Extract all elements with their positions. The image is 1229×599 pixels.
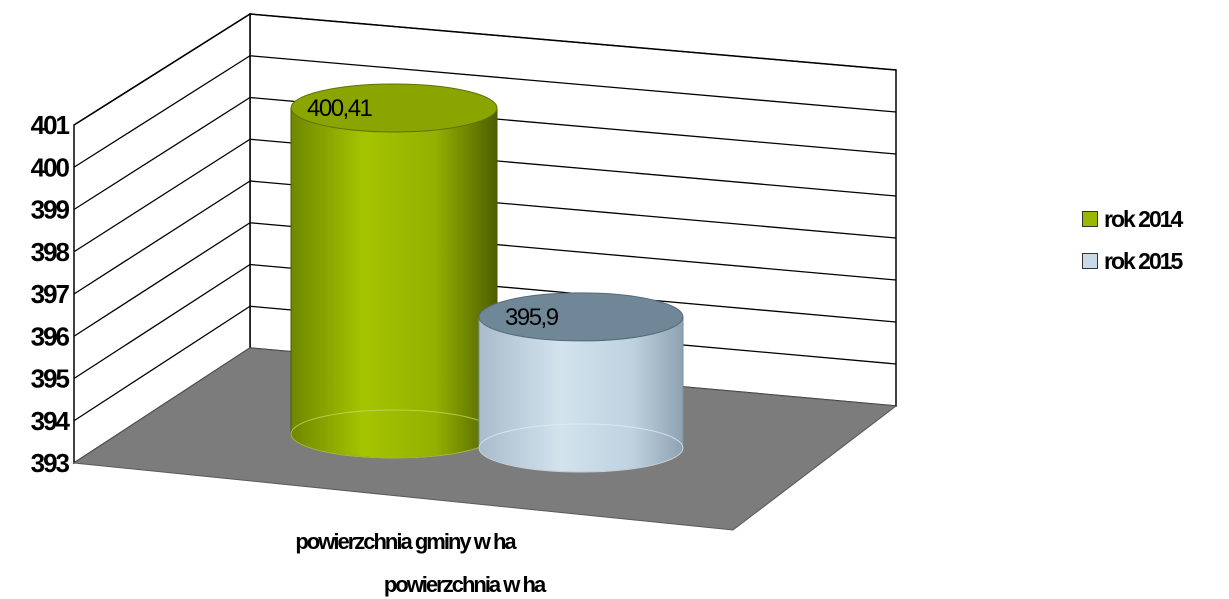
gridline <box>73 180 897 295</box>
cylinder-top <box>290 83 498 133</box>
cylinder-body <box>290 107 498 459</box>
gridline <box>73 96 897 211</box>
cylinder-base <box>478 423 684 473</box>
legend-label: rok 2015 <box>1104 247 1183 274</box>
legend: rok 2014 rok 2015 <box>1082 206 1227 290</box>
y-tick-label: 401 <box>31 110 70 140</box>
y-tick-label: 394 <box>31 406 71 436</box>
gridline <box>73 263 897 380</box>
gridline <box>73 138 897 253</box>
legend-swatch-2014 <box>1082 211 1098 227</box>
legend-swatch-2015 <box>1082 253 1098 269</box>
legend-label: rok 2014 <box>1104 205 1183 232</box>
legend-item-2015: rok 2015 <box>1082 248 1227 274</box>
y-tick-label: 393 <box>31 448 70 478</box>
y-tick-label: 395 <box>31 364 70 394</box>
bar-rok-2014: 400,41 <box>290 83 498 459</box>
cylinder-top <box>478 292 684 342</box>
y-axis-ticks: 393 394 395 396 397 398 399 400 401 <box>31 110 73 478</box>
x-axis-title: powierzchnia w ha <box>384 572 547 597</box>
y-tick-label: 396 <box>31 321 70 351</box>
gridline <box>73 222 897 337</box>
gridline <box>73 13 897 126</box>
legend-item-2014: rok 2014 <box>1082 206 1227 232</box>
y-tick-label: 397 <box>31 279 70 309</box>
y-tick-label: 400 <box>31 152 70 182</box>
data-label: 395,9 <box>505 304 559 331</box>
bars: 400,41 395,9 <box>290 83 684 473</box>
gridline <box>73 55 897 168</box>
bar-rok-2015: 395,9 <box>478 292 684 473</box>
y-tick-label: 398 <box>31 237 70 267</box>
category-label: powierzchnia gminy w ha <box>295 529 517 554</box>
data-label: 400,41 <box>307 95 373 122</box>
y-tick-label: 399 <box>31 195 70 225</box>
